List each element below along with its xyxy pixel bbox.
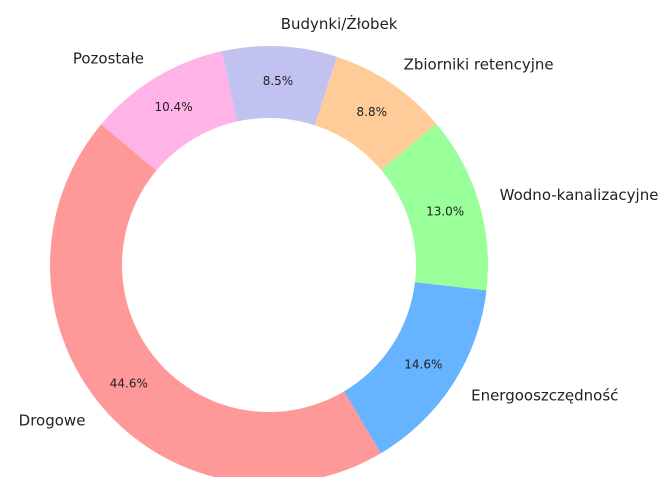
donut-slice bbox=[344, 282, 487, 454]
slice-label: Budynki/Żłobek bbox=[281, 14, 398, 33]
slice-label: Energooszczędność bbox=[471, 387, 618, 405]
slice-percent: 8.8% bbox=[357, 105, 388, 119]
donut-slice bbox=[50, 124, 381, 477]
slice-percent: 8.5% bbox=[263, 74, 294, 88]
donut-slice bbox=[221, 46, 338, 126]
slice-percent: 14.6% bbox=[404, 358, 442, 372]
slice-label: Drogowe bbox=[19, 412, 86, 430]
slice-label: Pozostałe bbox=[73, 50, 144, 68]
slice-percent: 10.4% bbox=[154, 100, 192, 114]
donut-slice bbox=[381, 123, 488, 291]
slice-label: Wodno-kanalizacyjne bbox=[500, 186, 659, 204]
donut-slice bbox=[314, 56, 437, 171]
slice-percent: 44.6% bbox=[110, 377, 148, 391]
slice-label: Zbiorniki retencyjne bbox=[404, 56, 554, 74]
slice-percent: 13.0% bbox=[426, 204, 464, 218]
donut-slice bbox=[101, 51, 238, 171]
